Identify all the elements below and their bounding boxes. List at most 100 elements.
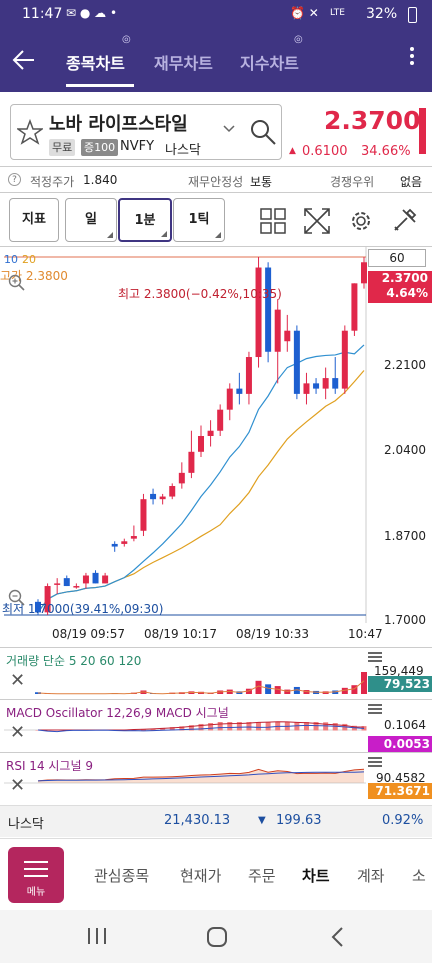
rsi-title: RSI 14 시그널 9 [6,759,93,773]
stock-selector[interactable]: 노바 라이프스타일 무료 증100 NVFY 나스닥 [10,104,282,160]
macd-bar [246,722,252,731]
candle-body [341,330,348,389]
tools-icon[interactable] [392,207,418,233]
zoom-out-icon[interactable] [8,589,26,607]
more-vertical-icon[interactable] [410,44,414,68]
menu-label: 메뉴 [26,887,46,898]
time-axis: 08/19 09:57 08/19 10:17 08/19 10:33 10:4… [0,623,432,647]
candle-body [255,267,262,358]
zoom-in-icon[interactable] [8,274,26,292]
volume-menu-icon[interactable] [368,650,382,664]
macd-title: MACD Oscillator 12,26,9 MACD 시그널 [6,706,229,720]
macd-value-tag: 0.0053 [368,736,432,752]
tab-financial-chart[interactable]: 재무차트 [154,54,213,73]
candle-body [236,388,243,394]
close-icon[interactable]: ✕ [10,670,26,691]
grid-layout-icon[interactable] [260,208,286,234]
macd-bar [332,723,338,731]
candle-body [35,601,41,613]
macd-bar [150,728,156,731]
macd-bar [208,723,214,731]
chevron-down-icon[interactable] [223,125,235,133]
rsi-value-tag: 71.3671 [368,783,432,799]
divider [0,647,432,648]
network-indicator: LTE [330,8,345,18]
stock-name: 노바 라이프스타일 [49,114,188,135]
system-icons: ⏰ ✕ [290,6,319,20]
candle-body [111,543,118,547]
main-chart-area[interactable]: 10 20 고가 2.3800 최고 2.3800(−0.42%,10:35) … [0,247,432,647]
nav-chart[interactable]: 차트 [302,867,330,885]
recent-apps-icon[interactable] [86,926,108,946]
volume-bar [293,686,300,694]
ma10-line [37,344,365,613]
search-icon[interactable] [249,118,277,146]
nav-more[interactable]: 소 [412,867,426,885]
home-icon[interactable] [206,926,228,948]
candlestick-chart[interactable] [0,247,432,647]
macd-max: 0.1064 [384,718,426,732]
close-icon[interactable]: ✕ [10,722,26,743]
macd-menu-icon[interactable] [368,702,382,716]
down-triangle-icon: ▼ [258,815,266,826]
high-annotation: 최고 2.3800(−0.42%,10:35) [118,287,282,301]
indicator-button[interactable]: 지표 [9,198,59,242]
index-value: 21,430.13 [164,813,231,828]
battery-percent: 32% [366,6,398,22]
status-time: 11:47 [22,6,63,22]
fair-price-label: 적정주가 [30,175,75,189]
macd-bar [265,722,271,731]
period-day-button[interactable]: 일 [65,198,117,242]
star-favorite-icon[interactable] [17,119,43,145]
help-icon[interactable]: ? [8,173,21,186]
macd-bar [227,722,233,731]
tab-index-chart[interactable]: 지수차트 [240,54,299,73]
menu-button[interactable]: 메뉴 [8,847,64,903]
volume-bar [361,672,367,694]
candle-body [63,578,70,587]
rank-label: 경쟁우위 [330,175,375,189]
candle-body [274,309,281,352]
nav-order[interactable]: 주문 [248,867,276,885]
rsi-menu-icon[interactable] [368,755,382,769]
macd-bar [294,722,300,731]
candle-body [44,586,51,613]
nav-current-price[interactable]: 현재가 [180,867,222,885]
volume-ma-line [37,680,365,695]
candle-body [226,388,233,410]
rsi-panel[interactable]: RSI 14 시그널 9 ✕ 90.4582 71.3671 [0,753,432,803]
macd-panel[interactable]: MACD Oscillator 12,26,9 MACD 시그널 ✕ 0.106… [0,700,432,752]
candle-body [265,267,272,352]
battery-icon [408,7,417,23]
volume-bar [351,685,358,694]
candle-body [169,486,176,497]
candle-body [207,430,214,436]
stability-value: 보통 [250,175,273,189]
close-icon[interactable]: ✕ [10,775,26,796]
nav-account[interactable]: 계좌 [357,867,385,885]
period-1tick-button[interactable]: 1틱 [173,198,225,242]
volume-bar [341,687,348,694]
period-1min-button[interactable]: 1분 [118,198,172,242]
gear-icon[interactable] [348,208,374,234]
volume-panel[interactable]: 거래량 단순 5 20 60 120 ✕ 159,449 79,523 [0,648,432,698]
rsi-max: 90.4582 [376,771,426,785]
expand-icon[interactable] [304,208,330,234]
candle-body [198,436,204,452]
active-tab-underline [66,84,134,87]
fair-price-value: 1.840 [83,173,118,187]
divider [0,246,432,247]
candle-body [284,330,291,342]
back-arrow-icon[interactable] [12,48,36,72]
candle-body [130,536,137,539]
stock-ticker: NVFY [120,139,155,154]
nav-watchlist[interactable]: 관심종목 [94,867,150,885]
index-ticker-bar[interactable]: 나스닥 21,430.13 ▼ 199.63 0.92% [0,805,432,837]
period-count-box[interactable]: 60 [368,249,426,267]
macd-bar [313,722,319,731]
divider [0,166,432,167]
tab-stock-chart[interactable]: 종목차트 [66,54,125,73]
macd-bar [236,722,242,731]
price-label-1: 2.2100 [384,358,426,372]
back-icon[interactable] [330,926,346,948]
